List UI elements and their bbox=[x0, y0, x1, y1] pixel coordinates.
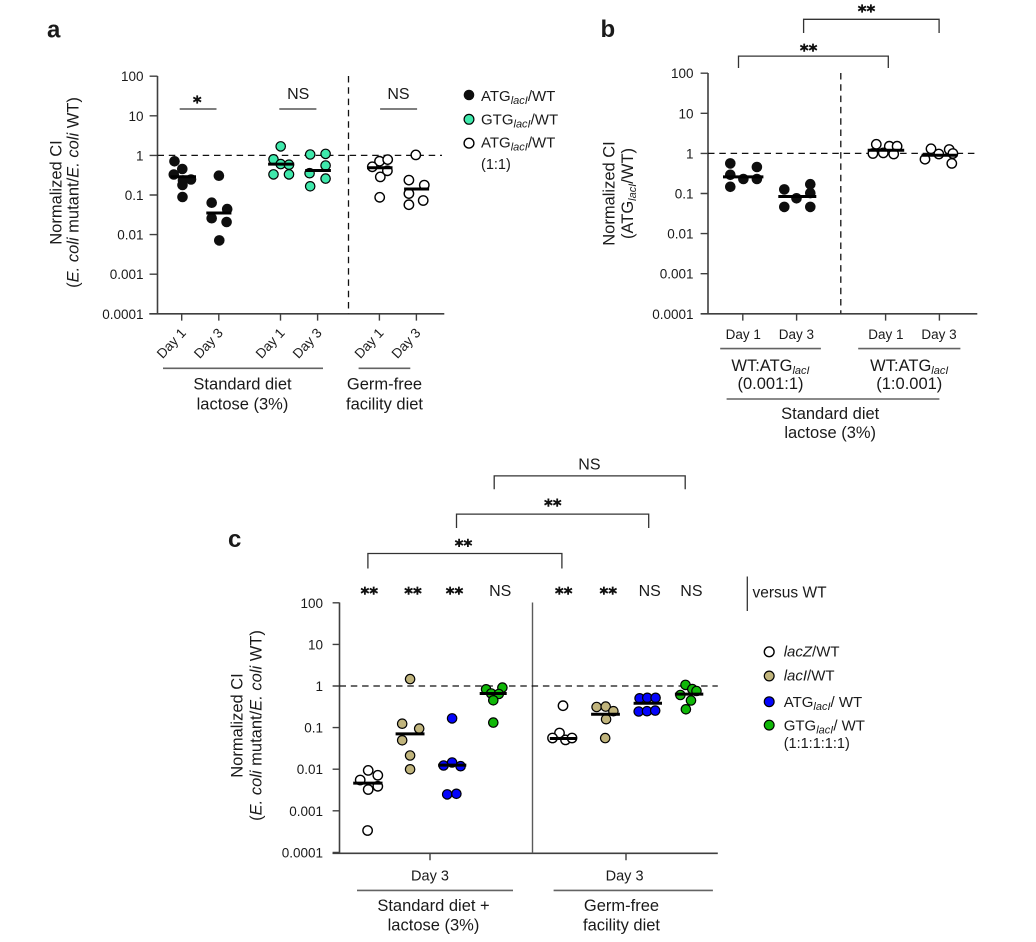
svg-text:Normalized CI: Normalized CI bbox=[229, 673, 247, 778]
svg-text:0.0001: 0.0001 bbox=[282, 845, 323, 860]
svg-text:versus WT: versus WT bbox=[753, 585, 828, 602]
svg-text:c: c bbox=[228, 526, 241, 553]
svg-text:100: 100 bbox=[671, 66, 694, 81]
svg-text:Normalized CI: Normalized CI bbox=[601, 141, 619, 246]
svg-text:0.1: 0.1 bbox=[125, 188, 144, 203]
svg-text:0.001: 0.001 bbox=[660, 267, 694, 282]
svg-text:NS: NS bbox=[639, 583, 661, 600]
svg-text:Day 3: Day 3 bbox=[779, 327, 814, 342]
svg-text:(1:1:1:1:1): (1:1:1:1:1) bbox=[784, 736, 850, 752]
svg-text:ATGlacI/WT: ATGlacI/WT bbox=[481, 135, 555, 154]
svg-text:GTGlacI/ WT: GTGlacI/ WT bbox=[784, 717, 865, 736]
svg-text:Standard diet: Standard diet bbox=[781, 405, 880, 423]
svg-text:b: b bbox=[601, 16, 616, 43]
svg-text:(E. coli mutant/E. coli WT): (E. coli mutant/E. coli WT) bbox=[65, 97, 83, 288]
svg-text:1: 1 bbox=[315, 679, 323, 694]
svg-text:ATGlacI/WT: ATGlacI/WT bbox=[481, 88, 555, 107]
svg-text:WT:ATGlacI: WT:ATGlacI bbox=[731, 357, 809, 377]
svg-text:a: a bbox=[47, 17, 61, 44]
svg-text:Day 1: Day 1 bbox=[868, 327, 903, 342]
svg-text:10: 10 bbox=[678, 106, 693, 121]
svg-text:(E. coli mutant/E. coli WT): (E. coli mutant/E. coli WT) bbox=[248, 630, 266, 821]
svg-text:Germ-free: Germ-free bbox=[584, 897, 659, 915]
svg-text:NS: NS bbox=[578, 457, 600, 474]
svg-text:facility diet: facility diet bbox=[583, 917, 660, 935]
svg-text:0.001: 0.001 bbox=[110, 267, 144, 282]
svg-text:lactose (3%): lactose (3%) bbox=[197, 396, 289, 414]
svg-text:10: 10 bbox=[128, 109, 143, 124]
svg-text:0.1: 0.1 bbox=[675, 187, 694, 202]
svg-text:(0.001:1): (0.001:1) bbox=[737, 375, 803, 393]
svg-text:Day 1: Day 1 bbox=[726, 327, 761, 342]
svg-text:NS: NS bbox=[680, 583, 702, 600]
svg-text:0.01: 0.01 bbox=[297, 762, 323, 777]
svg-text:Day 3: Day 3 bbox=[411, 868, 449, 884]
svg-text:Germ-free: Germ-free bbox=[347, 376, 422, 394]
svg-text:0.0001: 0.0001 bbox=[652, 307, 693, 322]
svg-text:10: 10 bbox=[308, 637, 323, 652]
svg-text:1: 1 bbox=[686, 146, 694, 161]
svg-text:(1:1): (1:1) bbox=[481, 157, 511, 173]
svg-text:0.0001: 0.0001 bbox=[102, 307, 143, 322]
svg-text:ATGlacI/ WT: ATGlacI/ WT bbox=[784, 694, 863, 713]
svg-text:GTGlacI/WT: GTGlacI/WT bbox=[481, 111, 558, 130]
svg-text:1: 1 bbox=[136, 148, 144, 163]
svg-text:lactose (3%): lactose (3%) bbox=[784, 424, 876, 442]
svg-text:0.1: 0.1 bbox=[304, 721, 323, 736]
svg-text:0.01: 0.01 bbox=[117, 228, 143, 243]
svg-text:Standard diet: Standard diet bbox=[193, 376, 292, 394]
svg-text:(ATGlacI/WT): (ATGlacI/WT) bbox=[619, 148, 639, 239]
svg-text:0.01: 0.01 bbox=[667, 227, 693, 242]
svg-text:facility diet: facility diet bbox=[346, 396, 423, 414]
svg-text:WT:ATGlacI: WT:ATGlacI bbox=[870, 357, 948, 377]
svg-text:0.001: 0.001 bbox=[289, 804, 323, 819]
svg-text:Day 3: Day 3 bbox=[921, 327, 956, 342]
svg-text:(1:0.001): (1:0.001) bbox=[876, 375, 942, 393]
svg-text:NS: NS bbox=[287, 86, 309, 103]
svg-text:Normalized CI: Normalized CI bbox=[48, 140, 66, 245]
svg-text:100: 100 bbox=[300, 596, 323, 611]
svg-text:lactose (3%): lactose (3%) bbox=[388, 917, 480, 935]
svg-text:NS: NS bbox=[489, 583, 511, 600]
svg-text:Day 3: Day 3 bbox=[606, 868, 644, 884]
svg-text:lacI/WT: lacI/WT bbox=[784, 668, 835, 685]
svg-text:100: 100 bbox=[121, 69, 144, 84]
svg-text:NS: NS bbox=[387, 86, 409, 103]
svg-text:Standard diet +: Standard diet + bbox=[377, 897, 489, 915]
svg-text:lacZ/WT: lacZ/WT bbox=[784, 644, 840, 661]
